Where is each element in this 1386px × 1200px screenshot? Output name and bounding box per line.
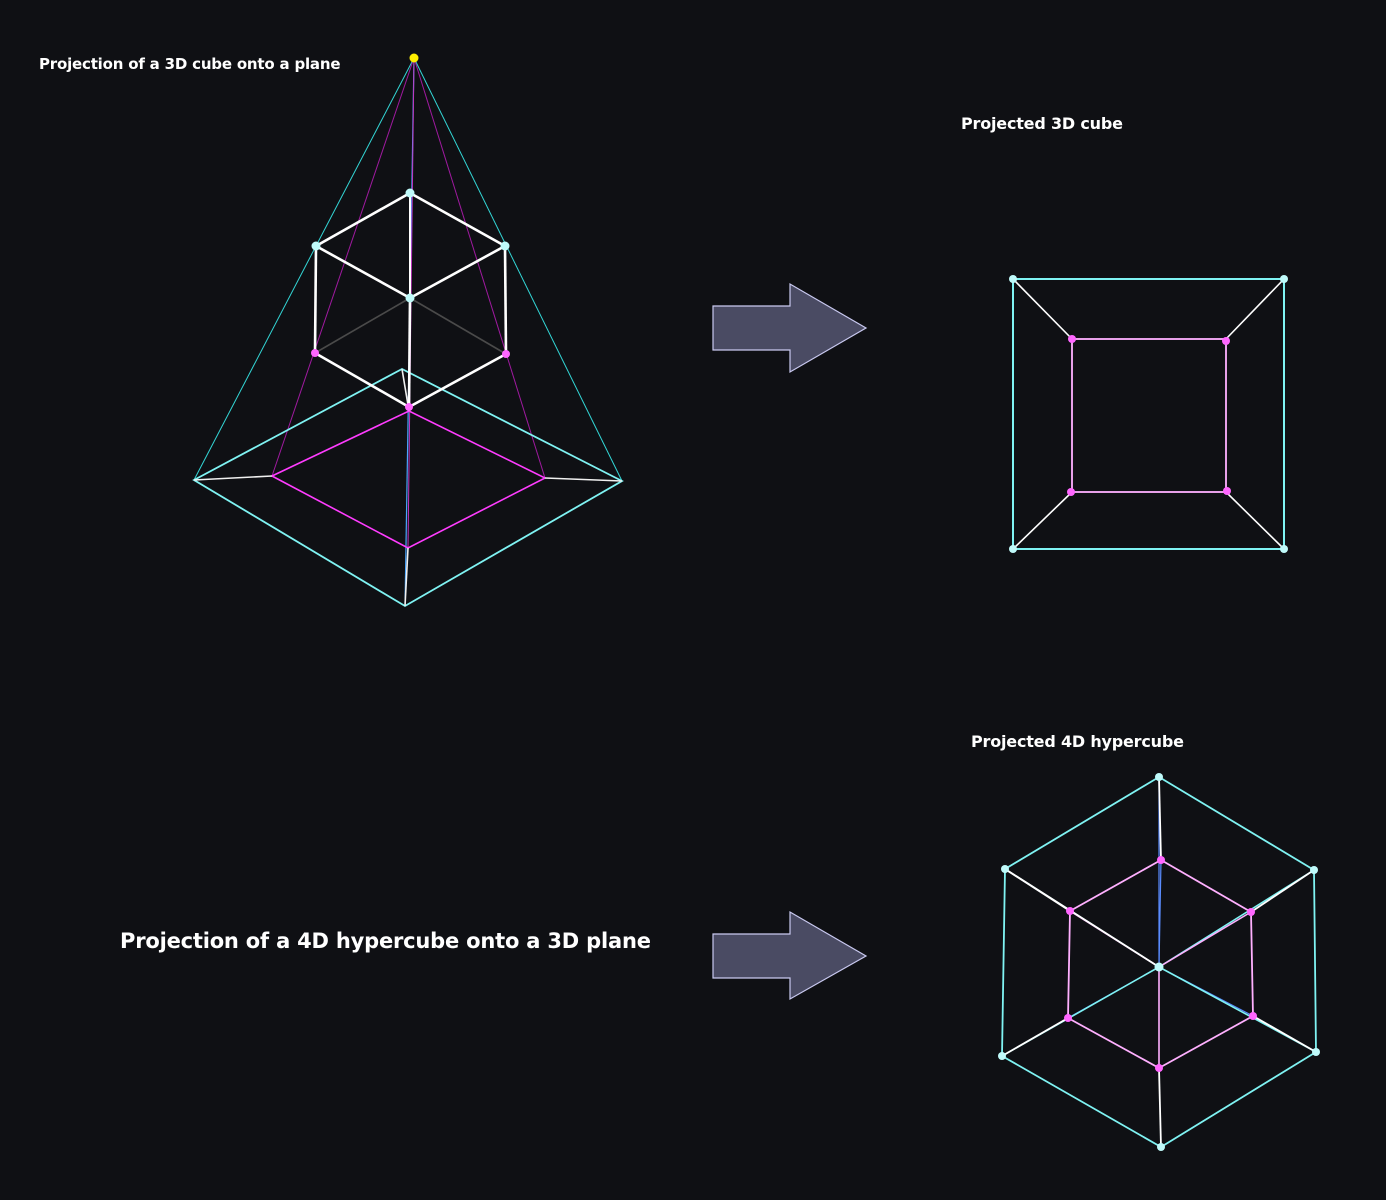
cube-hidden-edges (314, 297, 507, 355)
arrow-right-icon (712, 282, 868, 374)
plane-shadow-connectors (193, 368, 623, 607)
projected-cube-diagram (1009, 275, 1288, 553)
hypercube-projection-title: Projection of a 4D hypercube onto a 3D p… (120, 929, 651, 953)
projected-hypercube-title: Projected 4D hypercube (971, 732, 1184, 751)
light-source-point (409, 53, 419, 63)
projected-hypercube-diagram (998, 773, 1320, 1151)
cube-vertices (311, 188, 510, 411)
arrow-right-icon (712, 910, 868, 1001)
cube-projection-title: Projection of a 3D cube onto a plane (39, 55, 341, 73)
cube-edges (313, 191, 508, 409)
projected-cube-title: Projected 3D cube (961, 114, 1123, 133)
projection-rays (193, 57, 623, 607)
cube-projection-diagram (192, 53, 624, 608)
